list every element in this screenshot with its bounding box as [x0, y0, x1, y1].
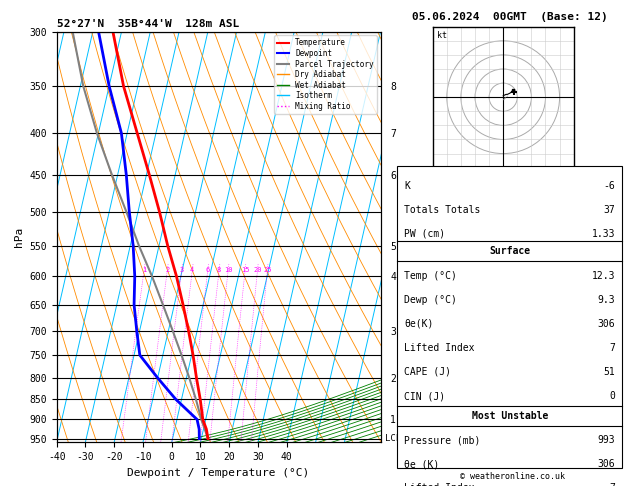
Text: Most Unstable: Most Unstable: [472, 411, 548, 421]
Text: 52°27'N  35B°44'W  128m ASL: 52°27'N 35B°44'W 128m ASL: [57, 19, 239, 30]
Text: 1.33: 1.33: [592, 229, 615, 239]
Text: 7: 7: [610, 484, 615, 486]
Text: 12.3: 12.3: [592, 271, 615, 281]
Text: K: K: [404, 181, 410, 191]
Text: 993: 993: [598, 435, 615, 445]
Text: CAPE (J): CAPE (J): [404, 367, 451, 377]
Text: 6: 6: [206, 267, 210, 274]
Text: 15: 15: [241, 267, 249, 274]
Text: Temp (°C): Temp (°C): [404, 271, 457, 281]
Text: Lifted Index: Lifted Index: [404, 484, 475, 486]
Text: 9.3: 9.3: [598, 295, 615, 305]
Text: Totals Totals: Totals Totals: [404, 205, 481, 215]
Text: 4: 4: [190, 267, 194, 274]
Text: 51: 51: [604, 367, 615, 377]
Text: 20: 20: [253, 267, 262, 274]
Text: PW (cm): PW (cm): [404, 229, 445, 239]
Text: 306: 306: [598, 459, 615, 469]
Text: 0: 0: [610, 391, 615, 401]
Text: 7: 7: [610, 343, 615, 353]
Text: Dewp (°C): Dewp (°C): [404, 295, 457, 305]
Text: CIN (J): CIN (J): [404, 391, 445, 401]
Text: 25: 25: [263, 267, 272, 274]
Text: 05.06.2024  00GMT  (Base: 12): 05.06.2024 00GMT (Base: 12): [411, 12, 608, 22]
Legend: Temperature, Dewpoint, Parcel Trajectory, Dry Adiabat, Wet Adiabat, Isotherm, Mi: Temperature, Dewpoint, Parcel Trajectory…: [274, 35, 377, 114]
Text: 8: 8: [217, 267, 221, 274]
Text: Lifted Index: Lifted Index: [404, 343, 475, 353]
Text: Surface: Surface: [489, 246, 530, 256]
Text: 2: 2: [165, 267, 169, 274]
Text: 10: 10: [224, 267, 232, 274]
Text: LCL: LCL: [385, 434, 401, 443]
Text: 1: 1: [142, 267, 146, 274]
Text: 3: 3: [180, 267, 184, 274]
Text: kt: kt: [437, 31, 447, 40]
Y-axis label: hPa: hPa: [14, 227, 24, 247]
Text: θe(K): θe(K): [404, 319, 433, 329]
Y-axis label: km
ASL: km ASL: [401, 237, 419, 259]
Text: 37: 37: [604, 205, 615, 215]
Text: Pressure (mb): Pressure (mb): [404, 435, 481, 445]
Text: © weatheronline.co.uk: © weatheronline.co.uk: [460, 472, 565, 481]
Text: 306: 306: [598, 319, 615, 329]
X-axis label: Dewpoint / Temperature (°C): Dewpoint / Temperature (°C): [128, 468, 309, 478]
Text: -6: -6: [604, 181, 615, 191]
Text: θe (K): θe (K): [404, 459, 440, 469]
